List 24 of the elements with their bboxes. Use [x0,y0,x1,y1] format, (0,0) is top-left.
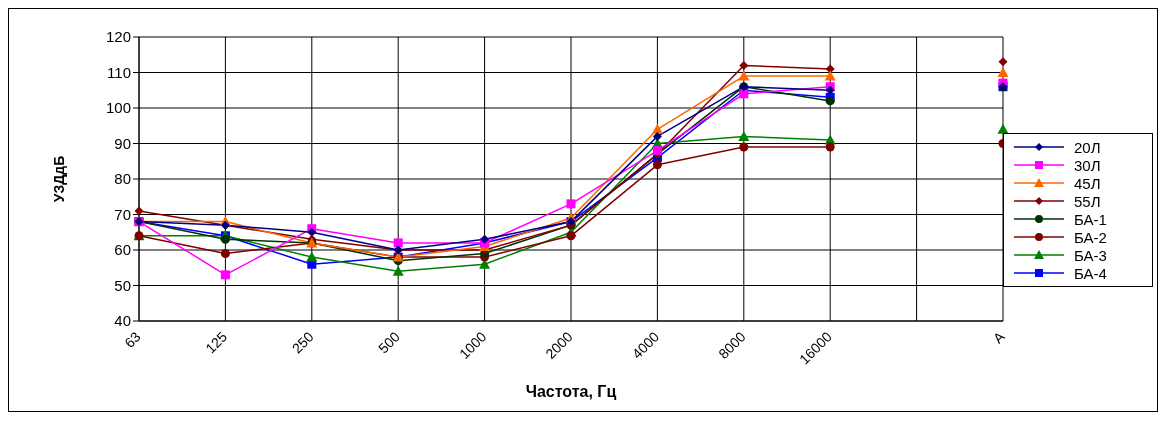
legend-label: БА-2 [1074,228,1107,246]
y-tick-label: 80 [114,170,131,188]
y-tick-label: 90 [114,134,131,152]
x-tick-label: 125 [202,328,231,357]
legend-label: 30Л [1074,156,1101,174]
y-tick-label: 110 [107,63,131,81]
y-tick-label: 40 [114,312,131,330]
x-tick-label: 250 [288,328,317,357]
y-tick-label: 100 [105,99,131,117]
y-tick-label: 60 [114,241,131,259]
y-tick-label: 120 [105,28,131,46]
y-tick-label: 70 [114,205,131,223]
legend-label: БА-4 [1074,264,1107,282]
legend-label: 20Л [1074,138,1101,156]
y-axis-title: УЗДдБ [50,155,67,203]
y-tick-label: 50 [114,276,131,294]
legend-label: 55Л [1074,192,1101,210]
x-axis-title: Частота, Гц [525,383,617,400]
legend-label: БА-1 [1074,210,1107,228]
legend-label: 45Л [1074,174,1101,192]
x-tick-label: 500 [375,328,404,357]
legend-label: БА-3 [1074,246,1107,264]
x-tick-label: A [989,327,1009,347]
x-tick-label: 63 [121,328,144,351]
